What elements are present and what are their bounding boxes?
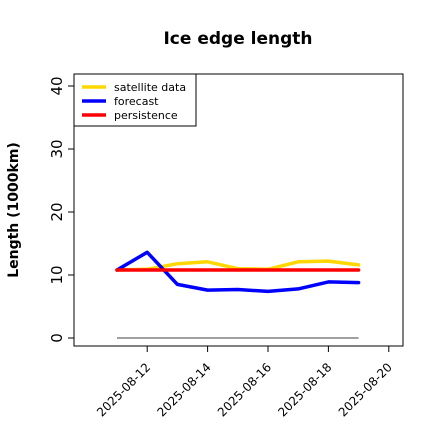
y-axis: 0 10 20 30 40 xyxy=(48,76,74,343)
series-layer xyxy=(115,250,361,339)
legend-label: persistence xyxy=(114,109,178,122)
y-tick-label: 0 xyxy=(48,333,66,343)
x-tick-label: 2025-08-12 xyxy=(94,360,153,419)
x-axis: 2025-08-12 2025-08-14 2025-08-16 2025-08-18… xyxy=(94,346,395,419)
legend-label: satellite data xyxy=(114,81,186,94)
y-tick-label: 20 xyxy=(48,202,66,221)
chart-title: Ice edge length xyxy=(163,29,312,49)
x-tick-label: 2025-08-16 xyxy=(215,360,274,419)
y-tick-label: 40 xyxy=(48,76,66,95)
series-line-forecast xyxy=(115,250,361,294)
x-tick-label: 2025-08-14 xyxy=(155,360,214,419)
y-tick-label: 30 xyxy=(48,139,66,158)
plot-frame xyxy=(73,73,404,347)
x-tick-label: 2025-08-18 xyxy=(275,360,334,419)
y-tick-label: 10 xyxy=(48,265,66,284)
x-tick-label: 2025-08-20 xyxy=(336,360,395,419)
y-axis-label: Length (1000km) xyxy=(6,142,22,278)
legend-label: forecast xyxy=(114,95,159,108)
